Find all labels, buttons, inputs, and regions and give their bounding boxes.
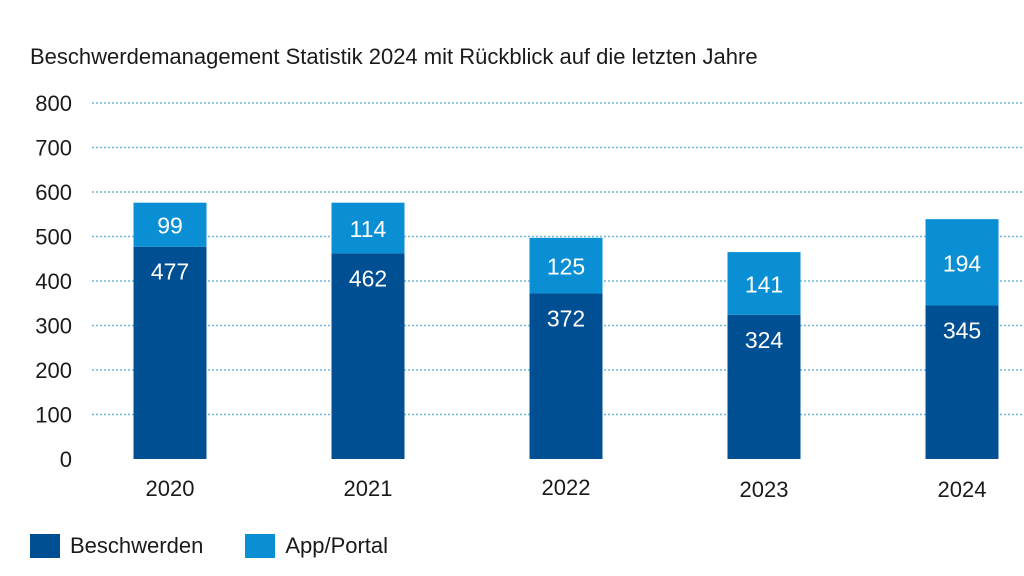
bar-beschwerden-2024 (925, 305, 999, 459)
legend-swatch-app-portal (245, 534, 276, 558)
y-tick-label: 500 (35, 225, 72, 250)
legend: Beschwerden App/Portal (30, 530, 430, 562)
x-tick-label: 2022 (542, 475, 591, 500)
data-label-app-portal-2024: 194 (943, 250, 982, 276)
y-tick-label: 400 (35, 269, 72, 294)
bar-app-portal-2023 (727, 252, 801, 315)
y-tick-label: 100 (35, 403, 72, 428)
bar-beschwerden-2020 (133, 246, 207, 459)
y-tick-label: 600 (35, 180, 72, 205)
bar-beschwerden-2023 (727, 314, 801, 459)
data-label-app-portal-2021: 114 (350, 216, 387, 242)
data-label-beschwerden-2023: 324 (745, 327, 784, 353)
bar-beschwerden-2021 (331, 253, 405, 459)
legend-label-app-portal: App/Portal (285, 533, 389, 558)
bar-app-portal-2024 (925, 219, 999, 306)
chart-title: Beschwerdemanagement Statistik 2024 mit … (30, 44, 758, 69)
data-label-app-portal-2022: 125 (547, 254, 585, 280)
x-tick-label: 2024 (938, 477, 987, 502)
data-label-beschwerden-2024: 345 (943, 317, 981, 343)
data-label-beschwerden-2022: 372 (547, 305, 585, 331)
bar-app-portal-2020 (133, 202, 207, 247)
y-tick-label: 700 (35, 136, 72, 161)
legend-swatch-beschwerden (30, 534, 60, 558)
data-label-beschwerden-2020: 477 (151, 259, 189, 285)
bar-beschwerden-2022 (529, 293, 603, 459)
x-tick-label: 2023 (740, 477, 789, 502)
x-tick-label: 2021 (344, 476, 393, 501)
x-tick-label: 2020 (146, 476, 195, 501)
legend-label-beschwerden: Beschwerden (70, 533, 204, 558)
data-label-app-portal-2020: 99 (157, 213, 183, 239)
legend-item-beschwerden: Beschwerden (30, 533, 203, 559)
y-tick-label: 800 (35, 91, 72, 116)
bar-app-portal-2021 (331, 202, 405, 254)
data-label-beschwerden-2021: 462 (349, 265, 387, 291)
bar-app-portal-2022 (529, 237, 603, 294)
y-tick-label: 300 (35, 314, 72, 339)
y-tick-label: 0 (60, 447, 72, 472)
data-label-app-portal-2023: 141 (745, 271, 783, 297)
legend-item-app-portal: App/Portal (245, 533, 388, 559)
y-tick-label: 200 (35, 358, 72, 383)
